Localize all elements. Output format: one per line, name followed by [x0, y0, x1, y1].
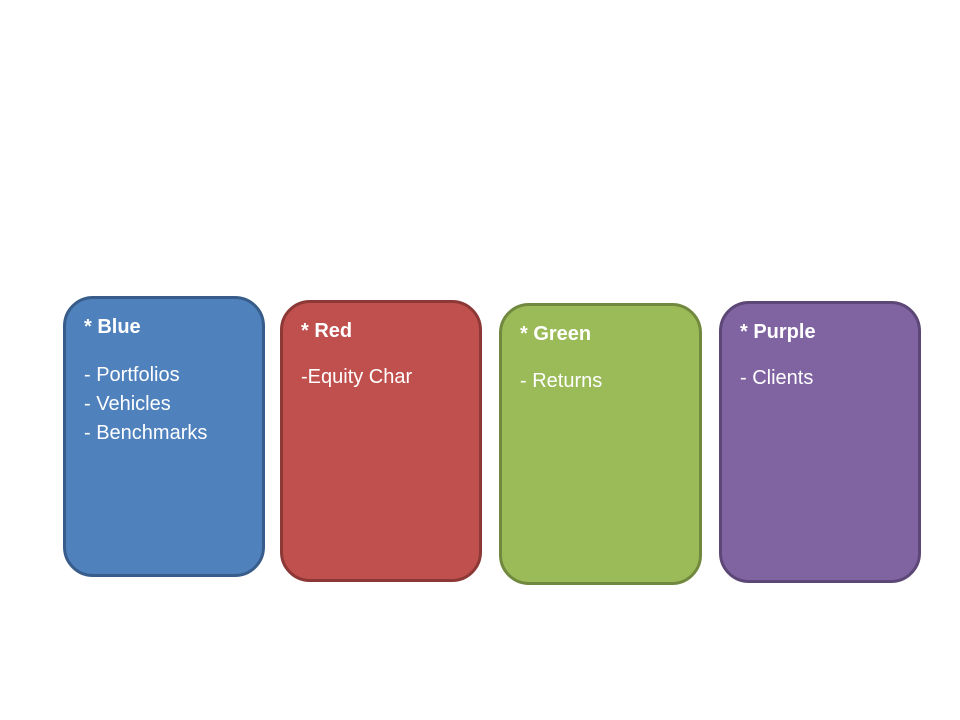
card-item-list: -Equity Char	[301, 363, 461, 392]
card-green: * Green - Returns	[499, 303, 702, 585]
card-item-list: - Returns	[520, 367, 681, 396]
card-blue: * Blue - Portfolios - Vehicles - Benchma…	[63, 296, 265, 577]
card-item: - Clients	[740, 367, 814, 389]
card-item-list: - Clients	[740, 364, 900, 393]
card-item: - Vehicles	[84, 393, 171, 415]
card-title: * Red	[301, 320, 353, 342]
card-item: - Benchmarks	[84, 422, 208, 444]
card-item-list: - Portfolios - Vehicles - Benchmarks	[84, 361, 244, 448]
card-title: * Purple	[740, 321, 816, 343]
card-item: -Equity Char	[301, 366, 413, 388]
card-item: - Returns	[520, 370, 603, 392]
card-title: * Blue	[84, 316, 141, 338]
card-red: * Red -Equity Char	[280, 300, 482, 582]
card-item: - Portfolios	[84, 364, 180, 386]
card-title: * Green	[520, 323, 592, 345]
card-purple: * Purple - Clients	[719, 301, 921, 583]
